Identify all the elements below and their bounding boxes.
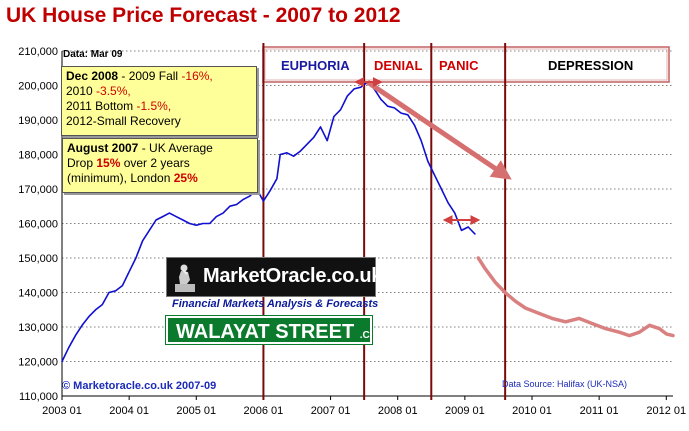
y-tick-label: 180,000 bbox=[18, 150, 58, 162]
y-tick-label: 210,000 bbox=[18, 46, 58, 58]
y-tick-label: 150,000 bbox=[18, 253, 58, 265]
copyright-text: © Marketoracle.co.uk 2007-09 bbox=[62, 380, 217, 392]
forecast-note-box: Dec 2008 - 2009 Fall -16%, 2010 -3.5%, 2… bbox=[61, 66, 257, 136]
trend-arrow bbox=[366, 79, 512, 180]
y-tick-label: 130,000 bbox=[18, 322, 58, 334]
x-tick-label: 2012 01 bbox=[646, 405, 686, 417]
y-tick-label: 140,000 bbox=[18, 288, 58, 300]
thinker-statue-icon bbox=[175, 264, 195, 292]
x-tick-label: 2006 01 bbox=[244, 405, 284, 417]
note1-date: Dec 2008 bbox=[66, 69, 119, 83]
note2-line2-pre: Drop bbox=[67, 156, 97, 170]
x-tick-label: 2009 01 bbox=[445, 405, 485, 417]
note1-line3-text: 2011 Bottom bbox=[66, 99, 137, 113]
note1-2011-value: -1.5%, bbox=[136, 99, 172, 113]
x-tick-label: 2004 01 bbox=[109, 405, 149, 417]
phase-label-depression: DEPRESSION bbox=[548, 58, 634, 73]
chart-title: UK House Price Forecast - 2007 to 2012 bbox=[6, 4, 401, 27]
walayat-street-text: WALAYAT STREET bbox=[176, 321, 355, 343]
data-source-text: Data Source: Halifax (UK-NSA) bbox=[502, 379, 628, 389]
forecast-line bbox=[476, 256, 675, 338]
x-tick-label: 2008 01 bbox=[378, 405, 418, 417]
y-tick-label: 120,000 bbox=[18, 357, 58, 369]
note1-2010-value: -3.5%, bbox=[96, 84, 131, 98]
y-tick-label: 160,000 bbox=[18, 219, 58, 231]
y-tick-label: 110,000 bbox=[19, 391, 58, 403]
x-tick-label: 2003 01 bbox=[42, 405, 82, 417]
walayat-street-sign: WALAYAT STREET .COM bbox=[165, 315, 386, 345]
note2-london-value: 25% bbox=[173, 171, 198, 185]
note1-line2-text: 2010 bbox=[66, 84, 97, 98]
logo-subtitle: Financial Markets Analysis & Forecasts bbox=[172, 298, 379, 310]
walayat-street-suffix: .COM bbox=[359, 330, 386, 341]
note1-2009-value: -16%, bbox=[181, 69, 213, 83]
drop-note-box: August 2007 - UK Average Drop 15% over 2… bbox=[62, 138, 258, 193]
note1-line4-text: 2012-Small Recovery bbox=[66, 114, 181, 128]
note2-date: August 2007 bbox=[67, 141, 139, 155]
phase-header-box-inner bbox=[264, 48, 668, 81]
phase-label-euphoria: EUPHORIA bbox=[281, 58, 350, 73]
note2-drop-value: 15% bbox=[96, 156, 121, 170]
note1-line1-text: - 2009 Fall bbox=[118, 69, 182, 83]
phase-label-denial: DENIAL bbox=[374, 58, 423, 73]
marketoracle-logo: MarketOracle.co.uk bbox=[166, 257, 382, 297]
phase-label-panic: PANIC bbox=[439, 58, 479, 73]
note2-line3-pre: (minimum), London bbox=[67, 171, 174, 185]
x-tick-label: 2010 01 bbox=[512, 405, 552, 417]
note2-line1-text: - UK Average bbox=[138, 141, 213, 155]
y-tick-label: 200,000 bbox=[18, 81, 58, 93]
y-tick-label: 170,000 bbox=[18, 184, 58, 196]
x-tick-label: 2005 01 bbox=[176, 405, 216, 417]
data-date-label: Data: Mar 09 bbox=[63, 49, 123, 60]
logo-main-text: MarketOracle.co.uk bbox=[203, 265, 383, 287]
actual-price-line bbox=[61, 81, 476, 363]
y-tick-label: 190,000 bbox=[18, 115, 58, 127]
x-tick-label: 2011 01 bbox=[580, 405, 619, 417]
x-tick-label: 2007 01 bbox=[311, 405, 351, 417]
note2-line2-post: over 2 years bbox=[120, 156, 190, 170]
